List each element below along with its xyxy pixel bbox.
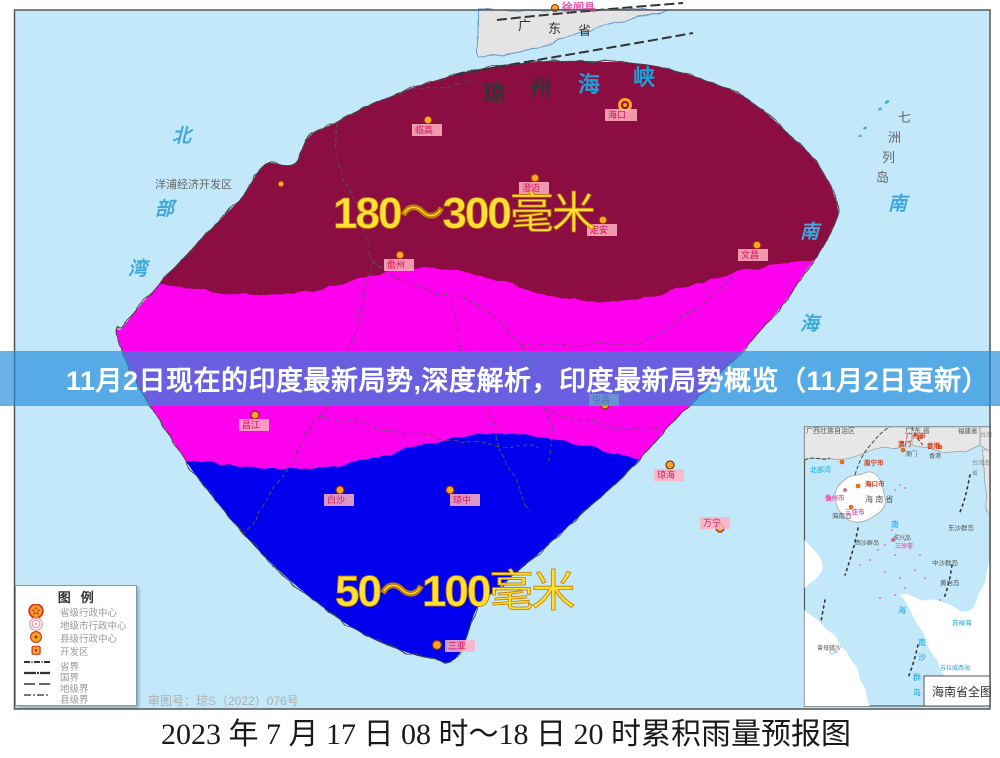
svg-text:南: 南 bbox=[918, 637, 926, 647]
svg-text:洲: 洲 bbox=[888, 130, 901, 145]
svg-text:岛: 岛 bbox=[876, 170, 889, 185]
svg-text:琼中: 琼中 bbox=[453, 494, 471, 505]
svg-text:三亚: 三亚 bbox=[448, 641, 466, 651]
svg-text:海口: 海口 bbox=[608, 109, 626, 120]
svg-text:三沙市: 三沙市 bbox=[895, 542, 913, 550]
svg-text:北: 北 bbox=[172, 126, 194, 147]
svg-text:省: 省 bbox=[578, 23, 591, 38]
svg-text:群: 群 bbox=[913, 672, 921, 682]
svg-text:广: 广 bbox=[518, 18, 531, 33]
svg-text:文昌: 文昌 bbox=[741, 249, 759, 260]
svg-text:南: 南 bbox=[891, 519, 899, 529]
svg-text:东沙群岛: 东沙群岛 bbox=[948, 523, 974, 532]
svg-text:临高: 临高 bbox=[415, 124, 433, 135]
svg-text:峡: 峡 bbox=[633, 65, 656, 90]
svg-text:海南省全图: 海南省全图 bbox=[932, 684, 992, 699]
svg-text:澳门: 澳门 bbox=[898, 439, 912, 448]
svg-text:沙: 沙 bbox=[918, 653, 926, 662]
svg-text:省: 省 bbox=[972, 469, 978, 477]
svg-text:万宁: 万宁 bbox=[703, 517, 721, 528]
svg-text:香港: 香港 bbox=[929, 452, 941, 460]
svg-text:澳门: 澳门 bbox=[905, 450, 917, 458]
svg-text:七: 七 bbox=[898, 110, 911, 125]
svg-text:中沙群岛: 中沙群岛 bbox=[932, 558, 958, 567]
svg-text:南: 南 bbox=[800, 221, 822, 243]
svg-text:琼: 琼 bbox=[483, 81, 505, 106]
svg-text:儋州: 儋州 bbox=[387, 259, 405, 270]
svg-text:180～300毫米: 180～300毫米 bbox=[333, 189, 595, 238]
svg-text:三亚市: 三亚市 bbox=[845, 507, 865, 516]
svg-text:东: 东 bbox=[548, 21, 561, 36]
svg-text:琼海: 琼海 bbox=[657, 469, 675, 480]
svg-text:昌江: 昌江 bbox=[242, 420, 260, 430]
svg-text:香港: 香港 bbox=[927, 441, 941, 450]
svg-text:海: 海 bbox=[800, 313, 822, 335]
svg-text:南宁市: 南宁市 bbox=[864, 458, 884, 467]
svg-text:2023 年 7 月 17 日 08 时～18 日 20 时: 2023 年 7 月 17 日 08 时～18 日 20 时累积雨量预报图 bbox=[161, 718, 851, 751]
svg-text:海: 海 bbox=[898, 605, 906, 615]
svg-text:海 南 省: 海 南 省 bbox=[865, 494, 893, 504]
svg-text:苏拉威西海: 苏拉威西海 bbox=[940, 664, 970, 672]
svg-text:广州市: 广州市 bbox=[906, 431, 926, 440]
svg-text:白沙: 白沙 bbox=[327, 494, 345, 505]
svg-text:广西壮族自治区: 广西壮族自治区 bbox=[806, 426, 855, 435]
svg-text:洋浦经济开发区: 洋浦经济开发区 bbox=[155, 177, 232, 191]
svg-text:徐闻县: 徐闻县 bbox=[561, 0, 595, 14]
svg-text:儋州市: 儋州市 bbox=[825, 493, 845, 502]
svg-text:州: 州 bbox=[530, 76, 552, 101]
svg-text:永兴岛: 永兴岛 bbox=[893, 534, 911, 542]
svg-text:福建省: 福建省 bbox=[958, 426, 978, 435]
svg-text:50～100毫米: 50～100毫米 bbox=[335, 567, 574, 616]
svg-text:北部湾: 北部湾 bbox=[810, 465, 831, 474]
svg-text:黄岩岛: 黄岩岛 bbox=[940, 578, 960, 587]
svg-text:列: 列 bbox=[882, 150, 895, 165]
svg-text:苏禄海: 苏禄海 bbox=[952, 618, 972, 627]
svg-text:曾母暗沙: 曾母暗沙 bbox=[817, 644, 841, 652]
svg-text:岛: 岛 bbox=[913, 687, 921, 697]
svg-text:海: 海 bbox=[578, 72, 600, 97]
svg-text:台湾岛: 台湾岛 bbox=[972, 459, 990, 467]
svg-text:海口市: 海口市 bbox=[865, 479, 885, 488]
svg-text:南: 南 bbox=[888, 193, 910, 215]
svg-text:西沙群岛: 西沙群岛 bbox=[855, 539, 879, 547]
